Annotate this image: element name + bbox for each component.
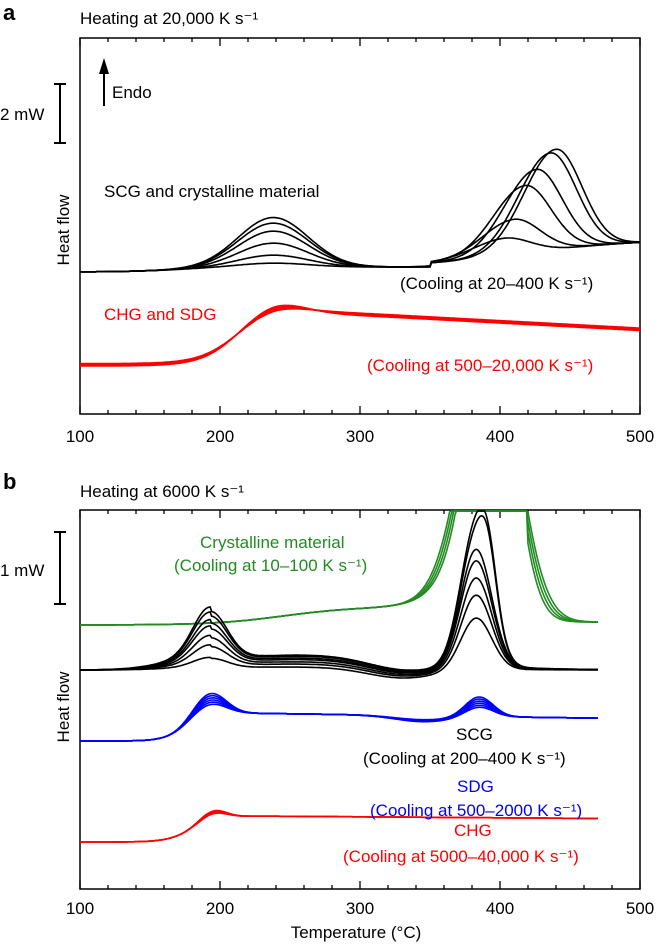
panel-b-chg-curve <box>80 812 598 843</box>
panel-b-xtick-label: 200 <box>206 899 234 918</box>
panel-b-sdg-cooling-label: (Cooling at 500–2000 K s⁻¹) <box>370 801 582 820</box>
panel-a-xtick-label: 200 <box>206 427 234 446</box>
panel-b-sdg-curve <box>80 696 598 742</box>
panel-b-scg-curve <box>80 594 598 677</box>
panel-b-crystalline-curve <box>80 510 598 626</box>
panel-b-sdg-curve <box>80 694 598 742</box>
panel-a-xtick-label: 100 <box>66 427 94 446</box>
panel-a-scg-curve <box>79 152 640 273</box>
panel-b-letter: b <box>3 469 16 494</box>
panel-a-red-cooling-label: (Cooling at 500–20,000 K s⁻¹) <box>367 356 593 375</box>
panel-b-scg-curve <box>79 559 598 674</box>
panel-a-scg-curve <box>79 237 641 273</box>
endo-label: Endo <box>112 83 152 102</box>
panel-b-crystalline-cooling-label: (Cooling at 10–100 K s⁻¹) <box>174 556 367 575</box>
panel-a-x-tick-labels: 100 200 300 400 500 <box>66 427 654 446</box>
panel-b-scg-curve <box>80 577 598 676</box>
panel-b-scg-cooling-label: (Cooling at 200–400 K s⁻¹) <box>363 749 566 768</box>
panel-b-curves <box>79 510 599 843</box>
panel-b-xtick-label: 500 <box>626 899 654 918</box>
panel-b-xtick-label: 100 <box>66 899 94 918</box>
panel-b-x-ticks <box>79 510 641 889</box>
panel-b-x-tick-labels: 100 200 300 400 500 <box>66 899 654 918</box>
panel-b-sdg-curve <box>80 699 598 742</box>
panel-a-scale-bar <box>54 83 66 144</box>
panel-b-title: Heating at 6000 K s⁻¹ <box>80 482 244 501</box>
panel-b-scg-label: SCG <box>456 725 493 744</box>
panel-a-xtick-label: 500 <box>626 427 654 446</box>
panel-b-sdg-label: SDG <box>457 777 494 796</box>
panel-a-xtick-label: 300 <box>346 427 374 446</box>
panel-b-sdg-curve <box>80 703 598 742</box>
panel-b-chg-cooling-label: (Cooling at 5000–40,000 K s⁻¹) <box>343 847 579 866</box>
panel-a-chg-sdg-label: CHG and SDG <box>104 305 216 324</box>
panel-b-scg-curve <box>80 617 598 679</box>
panel-b-xtick-label: 300 <box>346 899 374 918</box>
panel-a-x-ticks <box>79 38 641 414</box>
panel-a-letter: a <box>3 0 16 25</box>
panel-b-xlabel: Temperature (°C) <box>291 923 422 942</box>
panel-b-scale-label: 1 mW <box>0 561 44 580</box>
panel-b-sdg-curve <box>80 701 598 742</box>
panel-a-scg-cooling-label: (Cooling at 20–400 K s⁻¹) <box>400 274 593 293</box>
panel-a-red-curve <box>80 308 641 365</box>
panel-b-chg-label: CHG <box>454 821 492 840</box>
panel-a-curves <box>79 148 641 367</box>
panel-a-scg-label: SCG and crystalline material <box>104 182 319 201</box>
panel-b-scale-bar <box>54 531 66 605</box>
panel-b-crystalline-label: Crystalline material <box>200 533 345 552</box>
panel-a-scale-label: 2 mW <box>0 105 44 124</box>
panel-b-scg-curve <box>80 514 599 672</box>
panel-b-xtick-label: 400 <box>486 899 514 918</box>
panel-a-xtick-label: 400 <box>486 427 514 446</box>
endo-arrowhead-icon <box>99 58 109 74</box>
panel-b-ylabel: Heat flow <box>54 671 73 743</box>
panel-a-title: Heating at 20,000 K s⁻¹ <box>80 9 258 28</box>
panel-a-ylabel: Heat flow <box>54 194 73 266</box>
panel-a-scg-curve <box>79 148 640 273</box>
